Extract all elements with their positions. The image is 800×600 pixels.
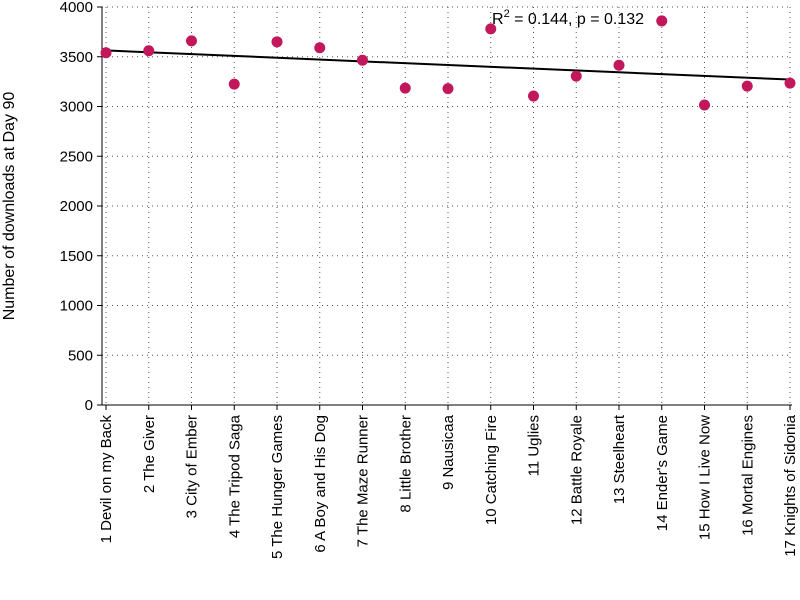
data-point [100, 47, 112, 59]
data-point [741, 80, 753, 92]
data-point [528, 90, 539, 102]
x-tick-label: 17 Knights of Sidonia [782, 414, 799, 556]
y-tick-label: 0 [85, 397, 93, 414]
data-point [485, 23, 497, 35]
x-tick-label: 10 Catching Fire [483, 415, 500, 525]
fit-annotation: R2 = 0.144, p = 0.132 [492, 8, 644, 28]
x-tick-label: 15 How I Live Now [697, 415, 714, 540]
data-point [228, 78, 240, 90]
p-value: 0.132 [604, 11, 644, 28]
data-point [357, 54, 368, 66]
trend-line [101, 49, 793, 81]
x-tick-label: 4 The Tripod Saga [226, 414, 243, 538]
x-tick-label: 9 Nausicaa [440, 414, 457, 490]
data-point [186, 35, 197, 47]
data-point [699, 99, 710, 111]
grid [102, 6, 792, 405]
x-tick-label: 13 Steelheart [611, 414, 628, 504]
x-tick-label: 16 Mortal Engines [739, 415, 756, 536]
y-axis-title: Number of downloads at Day 90 [1, 92, 18, 321]
x-tick-label: 5 The Hunger Games [269, 415, 286, 559]
p-label: , p = [568, 11, 604, 28]
x-tick-label: 1 Devil on my Back [98, 415, 115, 544]
data-point [784, 77, 796, 89]
y-tick-label: 2500 [60, 148, 93, 165]
data-point [656, 15, 668, 27]
data-point [399, 82, 411, 94]
y-tick-label: 2000 [60, 198, 93, 215]
r2-value: 0.144 [528, 11, 568, 28]
x-tick-label: 14 Ender's Game [654, 415, 671, 531]
r2-superscript: 2 [504, 8, 510, 20]
x-ticks: 1 Devil on my Back 2 The Giver 3 City of E… [98, 405, 799, 559]
x-tick-label: 7 The Maze Runner [355, 415, 372, 547]
x-tick-label: 11 Uglies [526, 415, 543, 476]
data-point [314, 42, 326, 54]
x-tick-label: 8 Little Brother [397, 415, 414, 513]
y-tick-label: 500 [68, 347, 93, 364]
data-points [100, 15, 796, 111]
r2-label: R [492, 11, 504, 28]
y-ticks: 0 500 1000 1500 2000 2500 3000 3500 4000 [60, 0, 102, 414]
x-tick-label: 6 A Boy and His Dog [312, 415, 329, 553]
data-point [613, 59, 625, 71]
y-tick-label: 1000 [60, 298, 93, 315]
data-point [442, 83, 454, 95]
y-tick-label: 3500 [60, 49, 93, 66]
data-point [570, 70, 582, 82]
x-tick-label: 12 Battle Royale [568, 415, 585, 525]
y-tick-label: 4000 [60, 0, 93, 16]
x-tick-label: 2 The Giver [141, 415, 158, 493]
data-point [143, 45, 155, 57]
r2-equals: = [510, 11, 528, 28]
x-tick-label: 3 City of Ember [184, 415, 201, 518]
data-point [271, 36, 283, 48]
y-tick-label: 3000 [60, 99, 93, 116]
y-tick-label: 1500 [60, 248, 93, 265]
